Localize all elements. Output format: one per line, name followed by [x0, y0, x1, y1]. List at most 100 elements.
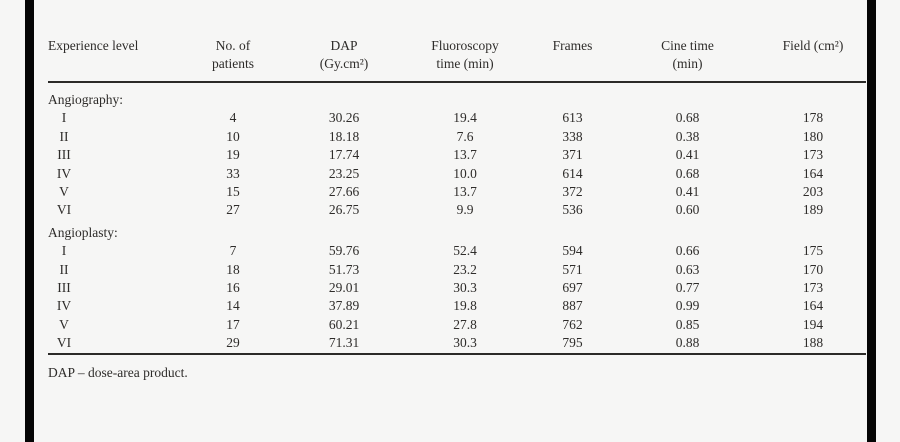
value-cell: 180 — [802, 128, 824, 144]
value-cell: 0.99 — [675, 298, 700, 314]
value-cell: 0.63 — [675, 261, 700, 277]
experience-level-value: VI — [56, 202, 72, 218]
value-cell: 13.7 — [453, 147, 477, 163]
value-cell: 0.41 — [675, 147, 700, 163]
table-row: I 4 30.26 19.4 613 0.68 178 — [48, 109, 866, 127]
value-cell: 7.6 — [456, 128, 474, 144]
level-cell: I — [48, 109, 178, 127]
level-cell: II — [48, 261, 178, 279]
value-cell: 0.88 — [675, 335, 700, 351]
value-cell: 164 — [802, 165, 824, 181]
header-line: time (min) — [436, 56, 494, 71]
level-cell: V — [48, 183, 178, 201]
column-header-dap: DAP (Gy.cm²) — [288, 33, 400, 83]
experience-level-value: III — [57, 280, 71, 296]
experience-level-value: I — [61, 110, 67, 126]
value-cell: 59.76 — [328, 243, 360, 259]
value-cell: 194 — [802, 316, 824, 332]
value-cell: 29.01 — [328, 280, 360, 296]
value-cell: 0.68 — [675, 110, 700, 126]
level-cell: VI — [48, 334, 178, 353]
value-cell: 4 — [229, 110, 237, 126]
value-cell: 0.68 — [675, 165, 700, 181]
value-cell: 29 — [226, 335, 240, 351]
experience-level-value: VI — [56, 335, 72, 351]
level-cell: IV — [48, 165, 178, 183]
value-cell: 795 — [562, 335, 583, 351]
value-cell: 0.60 — [675, 202, 700, 218]
value-cell: 30.3 — [453, 335, 477, 351]
value-cell: 0.85 — [675, 316, 700, 332]
table-row: III 16 29.01 30.3 697 0.77 173 — [48, 279, 866, 297]
value-cell: 30.3 — [453, 280, 477, 296]
level-cell: III — [48, 146, 178, 164]
value-cell: 338 — [562, 128, 583, 144]
left-scan-edge-bar — [25, 0, 34, 442]
value-cell: 173 — [802, 147, 824, 163]
value-cell: 71.31 — [328, 335, 360, 351]
level-cell: I — [48, 242, 178, 260]
header-line: Cine time — [661, 38, 714, 53]
table-row: VI 29 71.31 30.3 795 0.88 188 — [48, 334, 866, 353]
value-cell: 10.0 — [453, 165, 477, 181]
value-cell: 17.74 — [328, 147, 360, 163]
value-cell: 10 — [226, 128, 240, 144]
value-cell: 175 — [802, 243, 824, 259]
value-cell: 178 — [802, 110, 824, 126]
table-row: V 15 27.66 13.7 372 0.41 203 — [48, 183, 866, 201]
value-cell: 173 — [802, 280, 824, 296]
value-cell: 0.38 — [675, 128, 700, 144]
column-header-experience-level: Experience level — [48, 33, 178, 83]
level-cell: III — [48, 279, 178, 297]
table-row: VI 27 26.75 9.9 536 0.60 189 — [48, 201, 866, 219]
header-line: Frames — [552, 38, 593, 53]
value-cell: 594 — [562, 243, 583, 259]
column-header-fluoroscopy-time: Fluoroscopy time (min) — [400, 33, 530, 83]
value-cell: 27.8 — [453, 316, 477, 332]
header-row: Experience level No. of patients DAP (Gy… — [48, 33, 866, 83]
value-cell: 19 — [226, 147, 240, 163]
section-label: Angioplasty: — [48, 224, 118, 240]
table-body: Angiography: I 4 30.26 19.4 613 0.68 178 II 10 18.… — [48, 82, 866, 354]
value-cell: 19.4 — [453, 110, 477, 126]
header-line: Experience level — [48, 38, 139, 53]
experience-level-value: V — [59, 184, 69, 200]
column-header-frames: Frames — [530, 33, 615, 83]
section-label: Angiography: — [48, 92, 123, 107]
level-cell: II — [48, 128, 178, 146]
table-footnote: DAP – dose-area product. — [48, 364, 188, 380]
table-row: II 10 18.18 7.6 338 0.38 180 — [48, 128, 866, 146]
value-cell: 30.26 — [328, 110, 360, 126]
value-cell: 371 — [562, 147, 583, 163]
column-header-field: Field (cm²) — [760, 33, 866, 83]
level-cell: IV — [48, 297, 178, 315]
experience-level-data-table: Experience level No. of patients DAP (Gy… — [48, 33, 866, 355]
experience-level-value: I — [61, 243, 67, 259]
experience-level-value: V — [59, 316, 69, 332]
value-cell: 372 — [562, 184, 583, 200]
value-cell: 51.73 — [328, 261, 360, 277]
value-cell: 203 — [802, 184, 824, 200]
value-cell: 7 — [229, 243, 237, 259]
value-cell: 18.18 — [328, 128, 360, 144]
table-row: IV 14 37.89 19.8 887 0.99 164 — [48, 297, 866, 315]
value-cell: 614 — [562, 165, 583, 181]
table-container: Experience level No. of patients DAP (Gy… — [48, 33, 866, 381]
value-cell: 164 — [802, 298, 824, 314]
table-header: Experience level No. of patients DAP (Gy… — [48, 33, 866, 83]
value-cell: 17 — [226, 316, 240, 332]
table-row: II 18 51.73 23.2 571 0.63 170 — [48, 261, 866, 279]
table-row: I 7 59.76 52.4 594 0.66 175 — [48, 242, 866, 260]
value-cell: 33 — [226, 165, 240, 181]
header-line: Fluoroscopy — [431, 38, 499, 53]
value-cell: 613 — [562, 110, 583, 126]
value-cell: 536 — [562, 202, 583, 218]
experience-level-value: II — [59, 128, 69, 144]
value-cell: 188 — [802, 335, 824, 351]
experience-level-value: IV — [56, 298, 72, 314]
value-cell: 37.89 — [328, 298, 360, 314]
value-cell: 0.66 — [675, 243, 700, 259]
table-row: IV 33 23.25 10.0 614 0.68 164 — [48, 165, 866, 183]
value-cell: 60.21 — [328, 316, 360, 332]
